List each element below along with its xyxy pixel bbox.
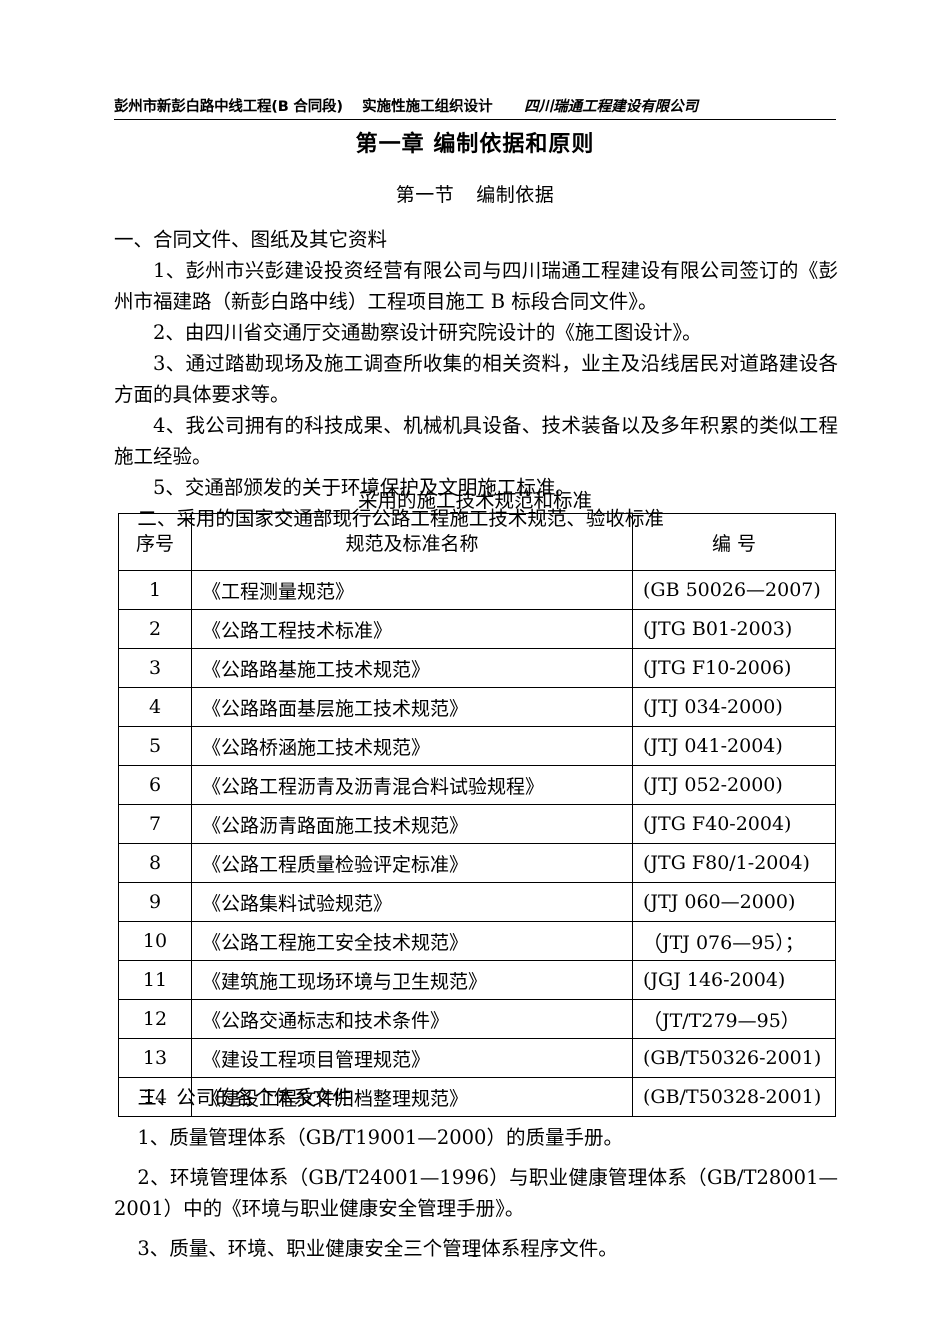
list-item-two: 2、由四川省交通厅交通勘察设计研究院设计的《施工图设计》。 (153, 321, 702, 344)
cell-code: (JTJ 052-2000) (632, 765, 836, 805)
cell-no: 4 (118, 687, 192, 727)
section-title: 第一节 编制依据 (0, 180, 950, 207)
table-row: 4 《公路路面基层施工技术规范》 (JTJ 034-2000) (118, 687, 836, 727)
table-row: 2 《公路工程技术标准》 (JTG B01-2003) (118, 609, 836, 649)
table-row: 10 《公路工程施工安全技术规范》 （JTJ 076—95）； (118, 921, 836, 961)
table-row: 13 《建设工程项目管理规范》 (GB/T50326-2001) (118, 1038, 836, 1078)
table-row: 7 《公路沥青路面施工技术规范》 (JTG F40-2004) (118, 804, 836, 844)
cell-name: 《建设工程项目管理规范》 (191, 1038, 633, 1078)
table-header: 序号 规范及标准名称 编 号 (118, 513, 836, 571)
cell-no: 7 (118, 804, 192, 844)
cell-code: (JTG F40-2004) (632, 804, 836, 844)
column-header-no: 序号 (118, 513, 192, 571)
cell-name: 《公路路基施工技术规范》 (191, 648, 633, 688)
section-title-name: 编制依据 (476, 184, 555, 206)
cell-no: 10 (118, 921, 192, 961)
column-header-code: 编 号 (632, 513, 836, 571)
cell-name: 《公路交通标志和技术条件》 (191, 999, 633, 1039)
header-project-name: 彭州市新彭白路中线工程(B 合同段) (114, 99, 343, 115)
tail-item-two: 2、环境管理体系（GB/T24001—1996）与职业健康管理体系（GB/T28… (114, 1166, 838, 1220)
cell-code: (JTJ 034-2000) (632, 687, 836, 727)
cell-no: 6 (118, 765, 192, 805)
table-row: 9 《公路集料试验规范》 (JTJ 060—2000) (118, 882, 836, 922)
table-row: 1 《工程测量规范》 (GB 50026—2007) (118, 570, 836, 610)
cell-name: 《公路工程沥青及沥青混合料试验规程》 (191, 765, 633, 805)
cell-name: 《公路集料试验规范》 (191, 882, 633, 922)
cell-code: (GB/T50328-2001) (632, 1077, 836, 1117)
tail-item-three: 3、质量、环境、职业健康安全三个管理体系程序文件。 (137, 1237, 618, 1260)
table-row: 5 《公路桥涵施工技术规范》 (JTJ 041-2004) (118, 726, 836, 766)
cell-name: 《公路桥涵施工技术规范》 (191, 726, 633, 766)
cell-no: 2 (118, 609, 192, 649)
cell-code: (GB 50026—2007) (632, 570, 836, 610)
page-number: 1 (470, 1246, 480, 1261)
table-header-row: 序号 规范及标准名称 编 号 (118, 513, 836, 571)
list-item-four: 4、我公司拥有的科技成果、机械机具设备、技术装备以及多年积累的类似工程施工经验。 (114, 414, 838, 468)
cell-code: (GB/T50326-2001) (632, 1038, 836, 1078)
cell-name: 《公路工程质量检验评定标准》 (191, 843, 633, 883)
cell-name: 《建设工程文件归档整理规范》 (191, 1077, 633, 1117)
list-item-one: 1、彭州市兴彭建设投资经营有限公司与四川瑞通工程建设有限公司签订的《彭州市福建路… (114, 259, 838, 313)
body-section-three: 三、公司的各个体系文件 1、质量管理体系（GB/T19001—2000）的质量手… (114, 1082, 838, 1273)
section-title-prefix: 第一节 (395, 184, 455, 206)
table-row: 3 《公路路基施工技术规范》 (JTG F10-2006) (118, 648, 836, 688)
table-row: 6 《公路工程沥青及沥青混合料试验规程》 (JTJ 052-2000) (118, 765, 836, 805)
cell-code: (JGJ 146-2004) (632, 960, 836, 1000)
cell-name: 《公路工程技术标准》 (191, 609, 633, 649)
cell-name: 《公路路面基层施工技术规范》 (191, 687, 633, 727)
cell-no: 1 (118, 570, 192, 610)
cell-code: (JTJ 060—2000) (632, 882, 836, 922)
header-company-name: 四川瑞通工程建设有限公司 (524, 99, 699, 115)
table-caption: 采用的施工技术规范和标准 (357, 489, 592, 512)
tail-item-one: 1、质量管理体系（GB/T19001—2000）的质量手册。 (137, 1126, 623, 1149)
list-item-five: 5、交通部颁发的关于环境保护及文明施工标准。 (153, 476, 575, 499)
cell-no: 11 (118, 960, 192, 1000)
cell-code: (JTG F10-2006) (632, 648, 836, 688)
cell-name: 《工程测量规范》 (191, 570, 633, 610)
cell-no: 8 (118, 843, 192, 883)
cell-code: (JTG B01-2003) (632, 609, 836, 649)
heading-three: 三、公司的各个体系文件 (137, 1086, 352, 1109)
heading-one: 一、合同文件、图纸及其它资料 (114, 228, 388, 251)
cell-name: 《公路工程施工安全技术规范》 (191, 921, 633, 961)
cell-no: 14 (118, 1077, 192, 1117)
table-body: 1 《工程测量规范》 (GB 50026—2007) 2 《公路工程技术标准》 (JTG … (118, 570, 836, 1117)
cell-code: (JTG F80/1-2004) (632, 843, 836, 883)
table-row: 8 《公路工程质量检验评定标准》 (JTG F80/1-2004) (118, 843, 836, 883)
header-document-type: 实施性施工组织设计 (362, 99, 493, 115)
cell-code: （JT/T279—95） (632, 999, 836, 1039)
cell-code: （JTJ 076—95）； (632, 921, 836, 961)
document-running-header: 彭州市新彭白路中线工程(B 合同段) 实施性施工组织设计 四川瑞通工程建设有限公… (114, 96, 836, 120)
chapter-title: 第一章 编制依据和原则 (355, 132, 595, 157)
table-row: 14 《建设工程文件归档整理规范》 (GB/T50328-2001) (118, 1077, 836, 1117)
cell-no: 9 (118, 882, 192, 922)
table-row: 11 《建筑施工现场环境与卫生规范》 (JGJ 146-2004) (118, 960, 836, 1000)
cell-no: 3 (118, 648, 192, 688)
cell-name: 《公路沥青路面施工技术规范》 (191, 804, 633, 844)
cell-no: 13 (118, 1038, 192, 1078)
cell-no: 12 (118, 999, 192, 1039)
column-header-name: 规范及标准名称 (191, 513, 633, 571)
cell-name: 《建筑施工现场环境与卫生规范》 (191, 960, 633, 1000)
cell-code: (JTJ 041-2004) (632, 726, 836, 766)
table-row: 12 《公路交通标志和技术条件》 （JT/T279—95） (118, 999, 836, 1039)
cell-no: 5 (118, 726, 192, 766)
standards-table: 序号 规范及标准名称 编 号 1 《工程测量规范》 (GB 50026—2007) 2… (118, 513, 836, 1117)
list-item-three: 3、通过踏勘现场及施工调查所收集的相关资料，业主及沿线居民对道路建设各方面的具体… (114, 352, 838, 406)
